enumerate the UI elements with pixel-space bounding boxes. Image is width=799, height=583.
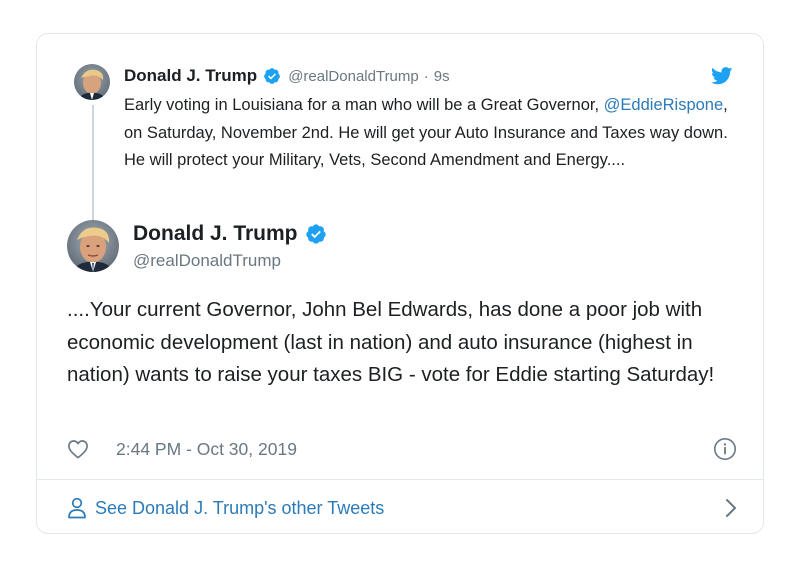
author-handle[interactable]: @realDonaldTrump <box>133 251 281 270</box>
relative-time[interactable]: 9s <box>433 67 450 85</box>
info-icon[interactable] <box>713 437 737 461</box>
author-name[interactable]: Donald J. Trump <box>133 222 298 245</box>
verified-badge-icon <box>263 67 281 85</box>
thread-connector-line <box>92 105 94 230</box>
tweet-text-segment: , on Saturday, November 2nd. He will get… <box>124 96 728 169</box>
parent-tweet-text: Early voting in Louisiana for a man who … <box>124 92 744 175</box>
parent-tweet-header: Donald J. Trump @realDonaldTrump · 9s <box>124 66 450 86</box>
see-other-tweets-link[interactable]: See Donald J. Trump's other Tweets <box>67 495 737 521</box>
avatar[interactable] <box>74 64 110 100</box>
mention-link[interactable]: @EddieRispone <box>603 96 724 114</box>
person-icon <box>67 497 87 519</box>
heart-icon[interactable] <box>67 439 89 459</box>
author-name[interactable]: Donald J. Trump <box>124 66 258 85</box>
tweet-meta-row: 2:44 PM - Oct 30, 2019 <box>67 437 737 461</box>
tweet-text-segment: Early voting in Louisiana for a man who … <box>124 96 604 114</box>
main-tweet-author-row: Donald J. Trump <box>133 222 327 246</box>
main-tweet-text: ....Your current Governor, John Bel Edwa… <box>67 298 715 386</box>
chevron-right-icon[interactable] <box>725 498 737 518</box>
verified-badge-icon <box>305 223 327 245</box>
separator-dot: · <box>423 67 429 85</box>
embedded-tweet-card: Donald J. Trump @realDonaldTrump · 9s Ea… <box>36 33 764 534</box>
twitter-bird-icon[interactable] <box>711 67 733 85</box>
avatar[interactable] <box>67 220 119 272</box>
tweet-timestamp[interactable]: 2:44 PM - Oct 30, 2019 <box>116 438 297 459</box>
see-other-tweets-label[interactable]: See Donald J. Trump's other Tweets <box>95 497 385 518</box>
divider <box>37 479 763 480</box>
author-handle[interactable]: @realDonaldTrump <box>288 67 419 85</box>
